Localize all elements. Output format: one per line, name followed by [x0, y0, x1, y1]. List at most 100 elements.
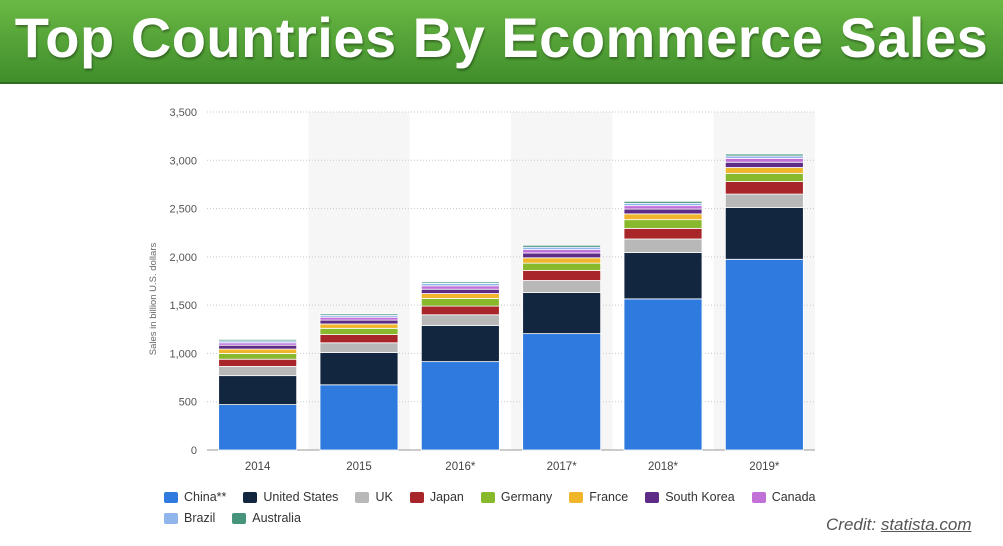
bar-segment	[522, 292, 602, 335]
bar-segment	[319, 319, 399, 325]
legend-item[interactable]: Germany	[480, 488, 553, 506]
bar-segment	[623, 213, 703, 221]
bar-segment	[522, 269, 602, 281]
bar-segment	[319, 327, 399, 335]
legend-swatch	[569, 491, 584, 503]
legend-item[interactable]: Japan	[409, 488, 464, 506]
bar-segment	[319, 352, 399, 386]
bar-segment	[319, 313, 399, 316]
bar-segment	[623, 238, 703, 253]
bar-segment	[218, 358, 298, 367]
bar-segment	[420, 325, 500, 363]
credit-line: Credit: statista.com	[826, 515, 972, 535]
bar-segment	[724, 172, 804, 182]
credit-prefix: Credit:	[826, 515, 877, 534]
legend-swatch	[409, 491, 424, 503]
legend-item[interactable]: United States	[243, 488, 338, 506]
legend-label: UK	[375, 490, 393, 504]
legend-swatch	[355, 491, 370, 503]
x-tick-label: 2016*	[445, 461, 476, 473]
bar-segment	[522, 280, 602, 293]
legend-item[interactable]: France	[569, 488, 628, 506]
bar-segment	[319, 342, 399, 353]
credit-link[interactable]: statista.com	[880, 515, 972, 534]
legend-label: Canada	[771, 490, 816, 504]
legend-item[interactable]: Australia	[232, 509, 301, 527]
bar-segment	[522, 252, 602, 259]
legend-label: South Korea	[665, 490, 735, 504]
legend-label: Japan	[429, 490, 464, 504]
legend-swatch	[232, 512, 247, 524]
legend-item[interactable]: South Korea	[645, 488, 735, 506]
y-tick-label: 3,000	[169, 155, 197, 167]
bar-segment	[319, 316, 399, 321]
bar-segment	[623, 252, 703, 300]
bar-segment	[420, 314, 500, 326]
y-tick-label: 500	[179, 397, 197, 409]
bar-segment	[623, 219, 703, 229]
x-tick-label: 2017*	[547, 461, 578, 473]
bar-segment	[319, 384, 399, 451]
bar-segment	[218, 404, 298, 451]
y-tick-label: 2,000	[169, 252, 197, 264]
legend-item[interactable]: Brazil	[164, 509, 215, 527]
x-tick-label: 2018*	[648, 461, 679, 473]
bar-segment	[623, 205, 703, 210]
legend-swatch	[480, 491, 495, 503]
legend-item[interactable]: China**	[164, 488, 226, 506]
y-axis-label: Sales in billion U.S. dollars	[148, 243, 159, 356]
bar-segment	[522, 257, 602, 264]
bar-segment	[724, 161, 804, 168]
bar-segment	[319, 323, 399, 329]
legend-swatch	[164, 512, 178, 524]
bar-segment	[623, 227, 703, 240]
bar-segment	[724, 167, 804, 174]
y-tick-label: 1,500	[169, 300, 197, 312]
bar-segment	[724, 207, 804, 260]
x-tick-label: 2019*	[749, 461, 780, 473]
bar-segment	[623, 200, 703, 204]
legend-swatch	[243, 491, 258, 503]
bar-segment	[522, 249, 602, 254]
legend-label: China**	[184, 490, 227, 504]
bar-segment	[724, 153, 804, 157]
title-banner: Top Countries By Ecommerce Sales	[0, 0, 1003, 84]
bar-segment	[420, 288, 500, 294]
bar-segment	[623, 298, 703, 451]
y-tick-label: 1,000	[169, 348, 197, 360]
legend-label: Australia	[252, 511, 301, 525]
bar-segment	[420, 285, 500, 290]
x-tick-label: 2015	[346, 461, 372, 473]
bar-segment	[522, 244, 602, 248]
legend-swatch	[645, 491, 660, 503]
bar-segment	[724, 193, 804, 209]
bar-segment	[724, 157, 804, 163]
bar-segment	[218, 353, 298, 360]
bar-segment	[218, 344, 298, 350]
bar-segment	[420, 305, 500, 316]
bar-segment	[522, 262, 602, 271]
legend-swatch	[164, 491, 178, 503]
bar-segment	[218, 366, 298, 377]
bar-segment	[218, 348, 298, 354]
bar-segment	[623, 208, 703, 215]
y-tick-label: 3,500	[169, 107, 197, 119]
bar-segment	[420, 297, 500, 307]
y-tick-label: 0	[191, 445, 197, 457]
legend-item[interactable]: Canada	[751, 488, 816, 506]
bar-segment	[319, 334, 399, 344]
legend-label: Brazil	[184, 511, 216, 525]
legend-label: United States	[263, 490, 339, 504]
bar-segment	[724, 258, 804, 451]
legend-label: Germany	[500, 490, 553, 504]
bar-segment	[420, 281, 500, 284]
bar-segment	[218, 375, 298, 406]
legend-label: France	[589, 490, 629, 504]
bar-segment	[420, 361, 500, 451]
legend-swatch	[751, 491, 766, 503]
x-tick-label: 2014	[245, 461, 271, 473]
bar-segment	[218, 339, 298, 342]
chart-legend: China** United States UK Japan Germany France…	[164, 488, 844, 527]
legend-item[interactable]: UK	[355, 488, 393, 506]
